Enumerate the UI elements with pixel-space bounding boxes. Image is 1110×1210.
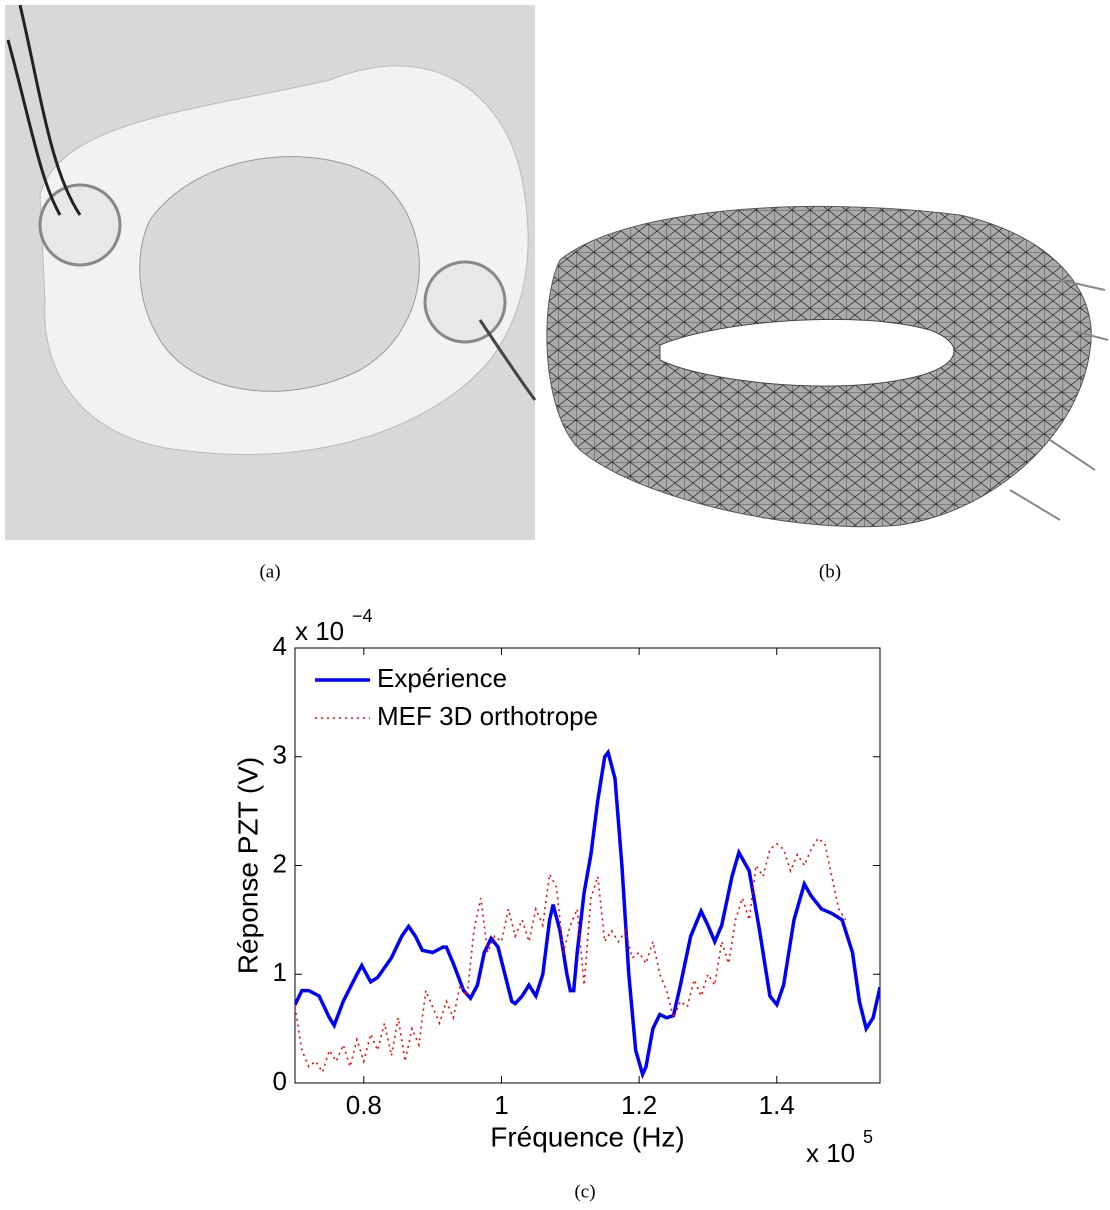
y-tick-label: 3 <box>273 740 287 770</box>
caption: (b) <box>819 561 841 582</box>
y-multiplier-exp: −4 <box>352 606 373 626</box>
mesh-b <box>546 205 1109 528</box>
y-multiplier: x 10 <box>295 616 344 646</box>
x-axis-label: Fréquence (Hz) <box>490 1121 685 1152</box>
chart: 0 1 2 3 4 0.8 1 1.2 1.4 Fréquence (Hz) Réponse PZT… <box>232 606 881 1168</box>
series-line <box>295 837 847 1074</box>
x-tick-label: 0.8 <box>346 1090 382 1120</box>
x-tick-label: 1 <box>494 1090 508 1120</box>
x-multiplier-exp: 5 <box>863 1127 873 1147</box>
legend-label: MEF 3D orthotrope <box>377 701 598 731</box>
y-tick-label: 0 <box>273 1066 287 1096</box>
y-axis-label: Réponse PZT (V) <box>232 757 263 974</box>
legend-label: Expérience <box>377 663 507 693</box>
y-tick-label: 4 <box>273 631 287 661</box>
series-line <box>295 748 880 1080</box>
y-tick-label: 2 <box>273 848 287 878</box>
caption: (c) <box>574 1181 595 1202</box>
caption: (a) <box>259 561 280 582</box>
x-tick-label: 1.2 <box>621 1090 657 1120</box>
x-tick-label: 1.4 <box>759 1090 795 1120</box>
photo-a <box>5 4 537 540</box>
y-tick-label: 1 <box>273 957 287 987</box>
x-multiplier: x 10 <box>806 1138 855 1168</box>
